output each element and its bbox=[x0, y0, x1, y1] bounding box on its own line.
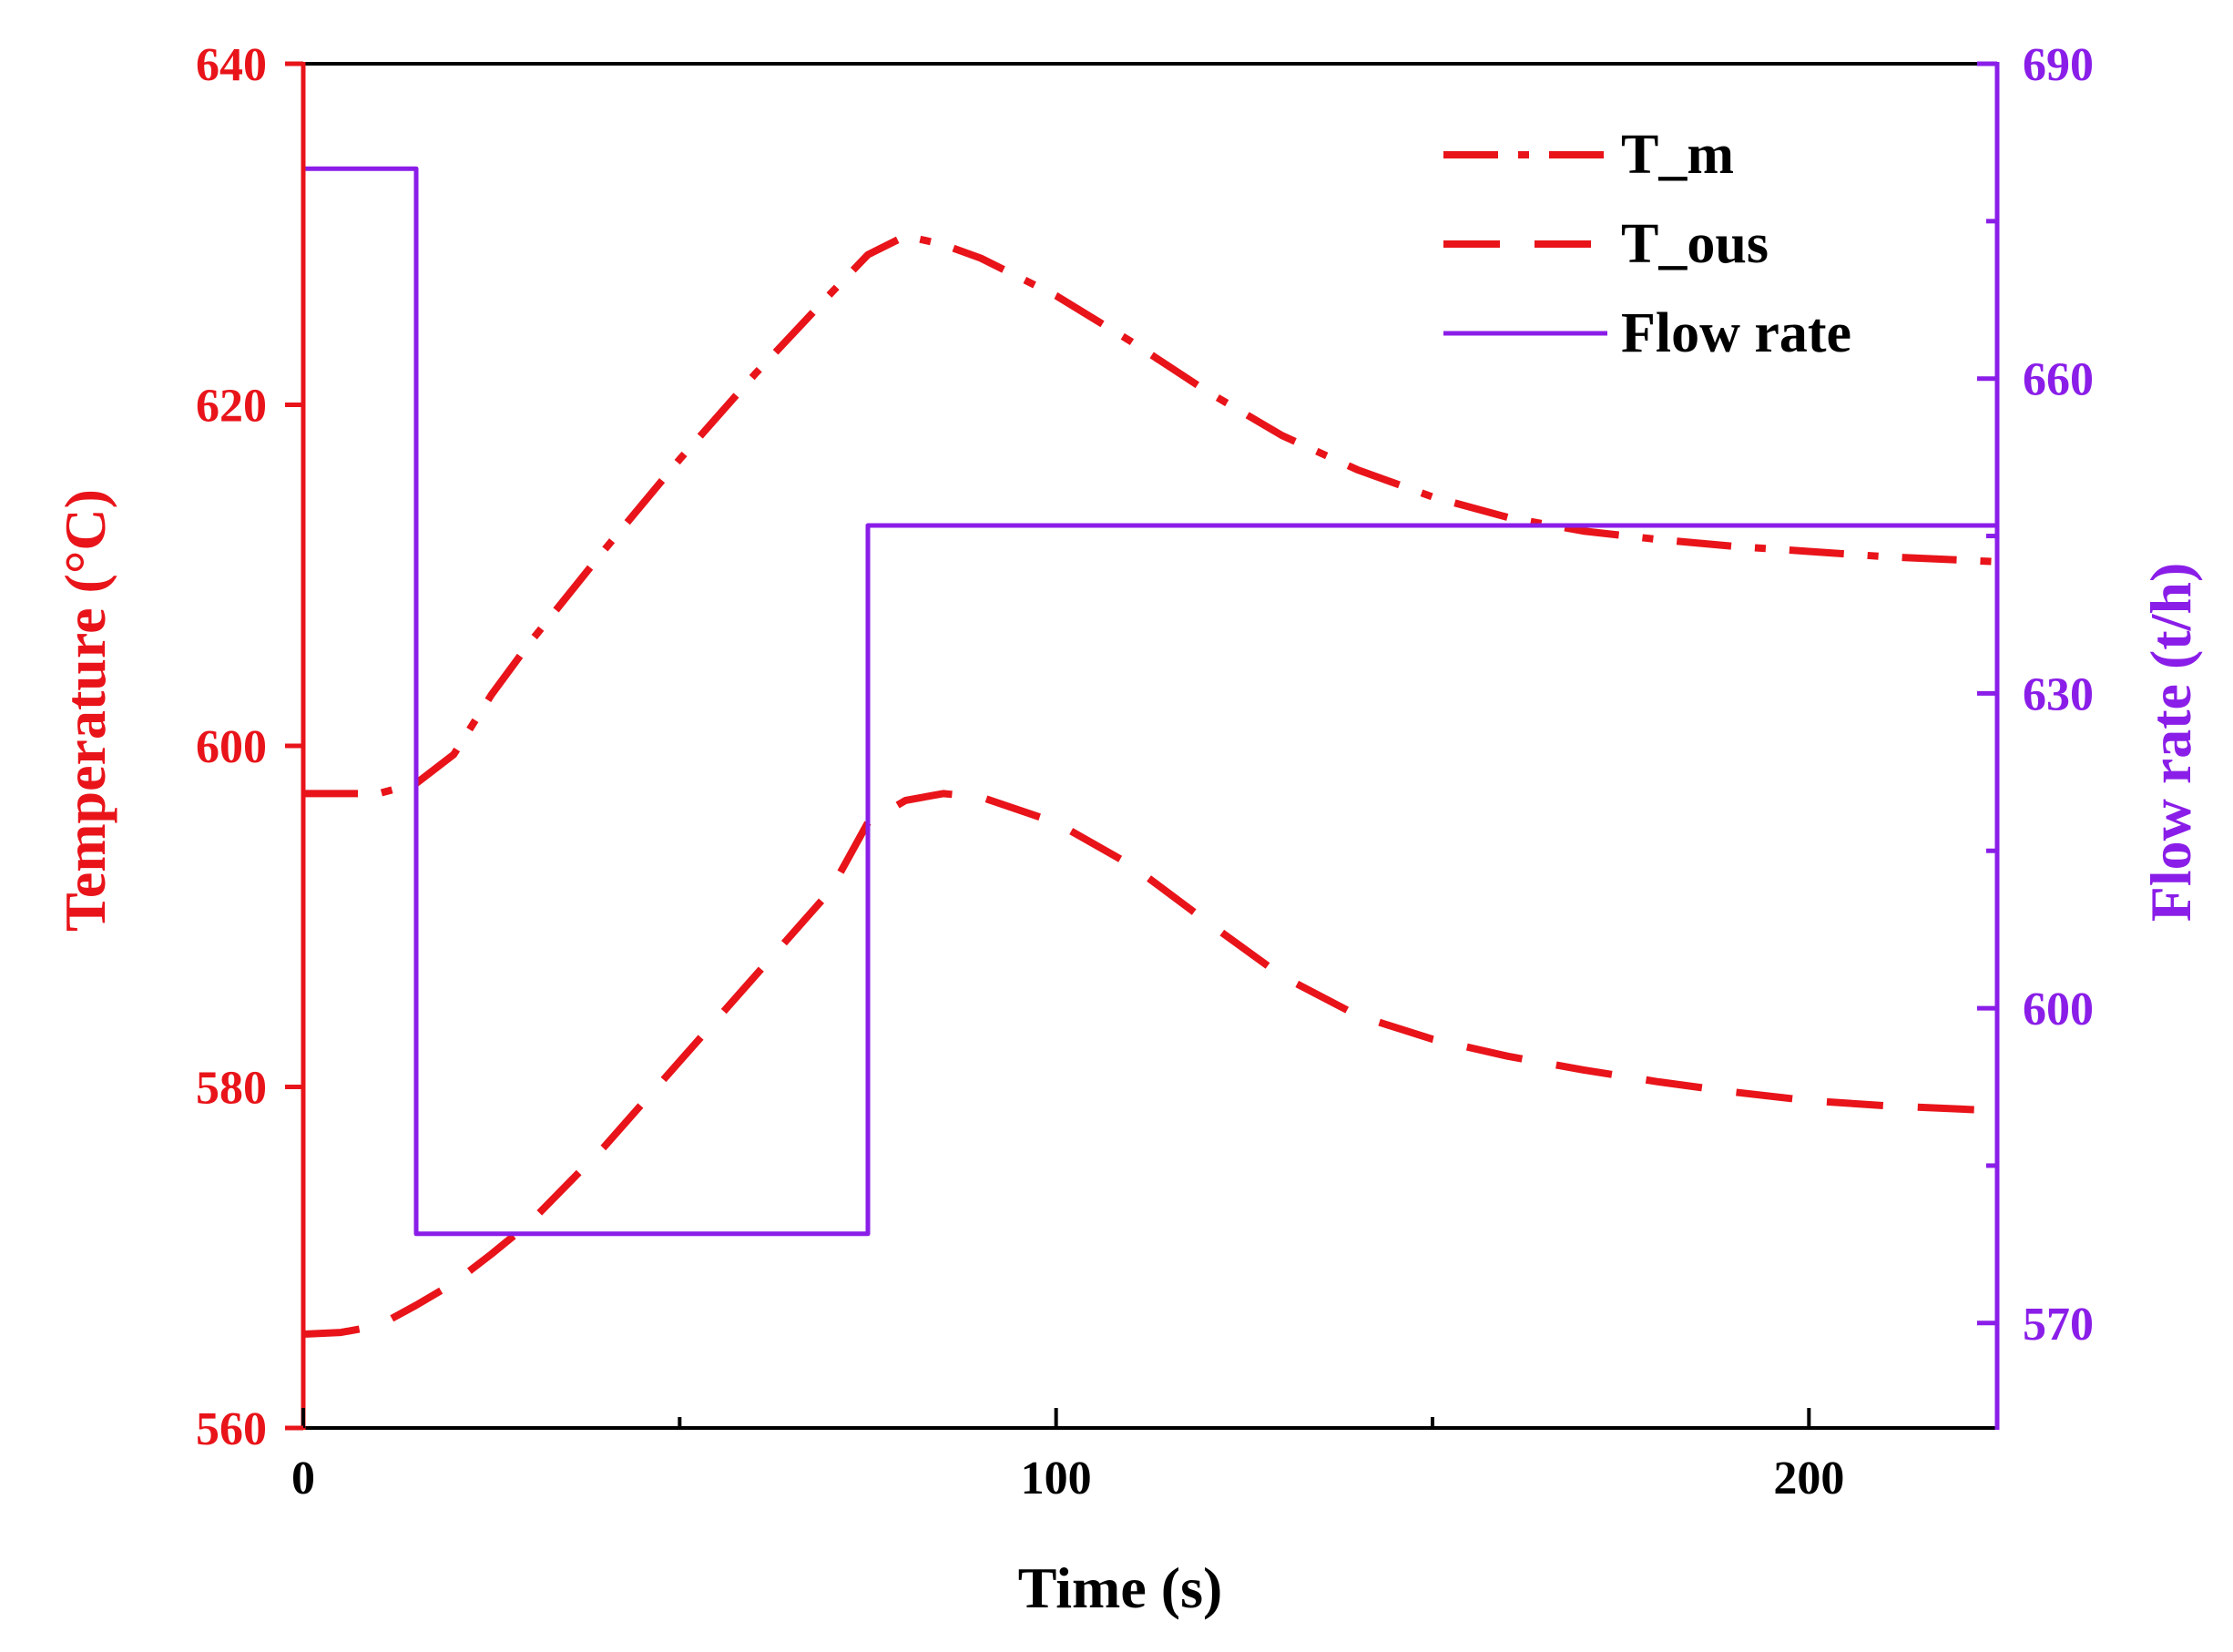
series-line-flow-rate bbox=[303, 166, 1997, 1237]
y-right-tick-label: 630 bbox=[2023, 668, 2094, 720]
y-right-axis-title: Flow rate (t/h) bbox=[2138, 563, 2203, 923]
series-line-t-ous bbox=[303, 790, 1997, 1338]
y-left-tick-label: 560 bbox=[196, 1403, 267, 1455]
y-right-tick-label: 600 bbox=[2023, 984, 2094, 1035]
y-left-tick-label: 620 bbox=[196, 381, 267, 433]
y-left-tick-label: 600 bbox=[196, 721, 267, 773]
y-right-tick-label: 660 bbox=[2023, 354, 2094, 406]
plot-area bbox=[303, 166, 1997, 1338]
y-left-tick-label: 640 bbox=[196, 39, 267, 91]
x-tick-label: 0 bbox=[291, 1453, 315, 1504]
legend: T_m T_ous Flow rate bbox=[1443, 124, 1851, 364]
y-left-axis-title: Temperature (°C) bbox=[53, 489, 117, 932]
x-axis-title: Time (s) bbox=[1018, 1555, 1223, 1620]
series-line-t-m bbox=[303, 232, 1997, 798]
x-tick-label: 200 bbox=[1773, 1453, 1844, 1504]
legend-label-t-m: T_m bbox=[1621, 124, 1734, 186]
y-left-tick-label: 580 bbox=[196, 1063, 267, 1115]
legend-label-flow-rate: Flow rate bbox=[1621, 302, 1851, 364]
y-right-tick-label: 570 bbox=[2023, 1299, 2094, 1351]
legend-label-t-ous: T_ous bbox=[1621, 213, 1769, 275]
x-tick-label: 100 bbox=[1021, 1453, 1092, 1504]
y-right-tick-label: 690 bbox=[2023, 39, 2094, 91]
axes: 0 100 200 560 580 600 620 640 570 600 630 660 690 bbox=[196, 39, 2094, 1504]
